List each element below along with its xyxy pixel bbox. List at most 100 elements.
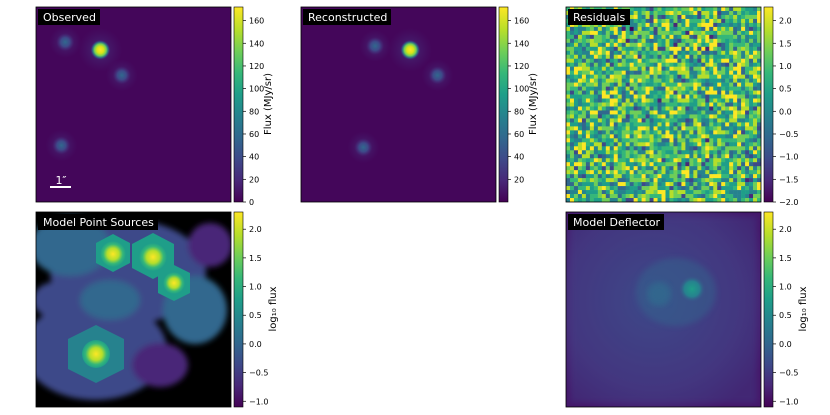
residual-pixel bbox=[725, 74, 730, 79]
residual-pixel bbox=[605, 90, 611, 95]
residual-pixel bbox=[737, 150, 742, 155]
residual-pixel bbox=[657, 150, 662, 155]
residual-pixel bbox=[597, 26, 603, 32]
residual-pixel bbox=[589, 74, 595, 79]
residual-pixel bbox=[741, 82, 746, 87]
residual-pixel bbox=[669, 114, 674, 119]
residual-pixel bbox=[645, 110, 650, 115]
residual-pixel bbox=[601, 78, 607, 83]
residual-pixel bbox=[601, 138, 607, 143]
residual-pixel bbox=[725, 62, 730, 67]
residual-pixel bbox=[701, 58, 706, 64]
residual-pixel bbox=[733, 46, 738, 52]
residual-pixel bbox=[685, 106, 690, 111]
residual-pixel bbox=[673, 18, 678, 24]
residual-pixel bbox=[641, 90, 646, 95]
residual-pixel bbox=[657, 86, 662, 91]
residual-pixel bbox=[705, 86, 710, 91]
residual-pixel bbox=[629, 198, 634, 202]
residual-pixel bbox=[649, 166, 654, 171]
residual-pixel bbox=[641, 130, 646, 135]
residual-pixel bbox=[729, 114, 734, 119]
residual-pixel bbox=[725, 94, 730, 99]
residual-pixel bbox=[705, 150, 710, 155]
residual-pixel bbox=[709, 106, 714, 111]
residual-pixel bbox=[573, 146, 579, 151]
residual-pixel bbox=[689, 110, 694, 115]
residual-pixel bbox=[645, 198, 650, 202]
residual-pixel bbox=[633, 58, 638, 64]
residual-pixel bbox=[721, 78, 726, 83]
residual-pixel bbox=[601, 54, 607, 60]
residual-pixel bbox=[681, 154, 686, 159]
residual-pixel bbox=[566, 30, 571, 36]
residual-pixel bbox=[705, 90, 710, 95]
residual-pixel bbox=[701, 190, 706, 195]
residual-pixel bbox=[641, 114, 646, 119]
residual-pixel bbox=[645, 70, 650, 75]
residual-pixel bbox=[717, 22, 722, 28]
residual-pixel bbox=[737, 22, 742, 28]
residual-pixel bbox=[733, 194, 738, 199]
residual-pixel bbox=[577, 130, 583, 135]
residual-pixel bbox=[637, 14, 642, 20]
residual-pixel bbox=[753, 194, 758, 199]
residual-pixel bbox=[741, 7, 746, 12]
residual-pixel bbox=[673, 142, 678, 147]
residual-pixel bbox=[601, 154, 607, 159]
residual-pixel bbox=[601, 114, 607, 119]
residual-pixel bbox=[633, 122, 638, 127]
residual-pixel bbox=[569, 46, 575, 52]
residual-pixel bbox=[709, 66, 714, 71]
panel-reconstructed: Reconstructed bbox=[300, 6, 497, 203]
residual-pixel bbox=[649, 22, 654, 28]
residual-pixel bbox=[653, 10, 658, 16]
residual-pixel bbox=[709, 78, 714, 83]
residual-pixel bbox=[729, 186, 734, 191]
residual-pixel bbox=[753, 34, 758, 40]
residual-pixel bbox=[721, 178, 726, 183]
residual-pixel bbox=[577, 126, 583, 131]
residual-pixel bbox=[569, 114, 575, 119]
residual-pixel bbox=[585, 182, 591, 187]
residual-pixel bbox=[689, 62, 694, 67]
residual-pixel bbox=[605, 82, 611, 87]
residual-pixel bbox=[661, 106, 666, 111]
residual-pixel bbox=[645, 146, 650, 151]
residual-pixel bbox=[709, 150, 714, 155]
residual-pixel bbox=[681, 70, 686, 75]
residual-pixel bbox=[673, 82, 678, 87]
residual-pixel bbox=[729, 158, 734, 163]
residual-pixel bbox=[733, 106, 738, 111]
residual-pixel bbox=[669, 14, 674, 20]
residual-pixel bbox=[617, 86, 623, 91]
residual-pixel bbox=[697, 14, 702, 20]
residual-pixel bbox=[753, 134, 758, 139]
residual-pixel bbox=[601, 58, 607, 64]
residual-pixel bbox=[577, 134, 583, 139]
residual-pixel bbox=[725, 162, 730, 167]
residual-pixel bbox=[733, 66, 738, 71]
residual-pixel bbox=[697, 130, 702, 135]
residual-pixel bbox=[713, 114, 718, 119]
residual-pixel bbox=[633, 190, 638, 195]
residual-pixel bbox=[613, 158, 619, 163]
residual-pixel bbox=[601, 106, 607, 111]
residual-pixel bbox=[625, 178, 630, 183]
residual-pixel bbox=[645, 118, 650, 123]
residual-pixel bbox=[661, 142, 666, 147]
residual-pixel bbox=[753, 138, 758, 143]
residual-pixel bbox=[633, 98, 638, 103]
residual-pixel bbox=[661, 14, 666, 20]
point-source bbox=[428, 66, 447, 85]
residual-pixel bbox=[577, 170, 583, 175]
residual-pixel bbox=[725, 134, 730, 139]
residual-pixel bbox=[657, 106, 662, 111]
residual-pixel bbox=[737, 178, 742, 183]
residual-pixel bbox=[605, 150, 611, 155]
residual-pixel bbox=[633, 34, 638, 40]
residual-pixel bbox=[617, 178, 623, 183]
residual-pixel bbox=[689, 154, 694, 159]
residual-pixel bbox=[681, 7, 686, 12]
residual-pixel bbox=[573, 138, 579, 143]
